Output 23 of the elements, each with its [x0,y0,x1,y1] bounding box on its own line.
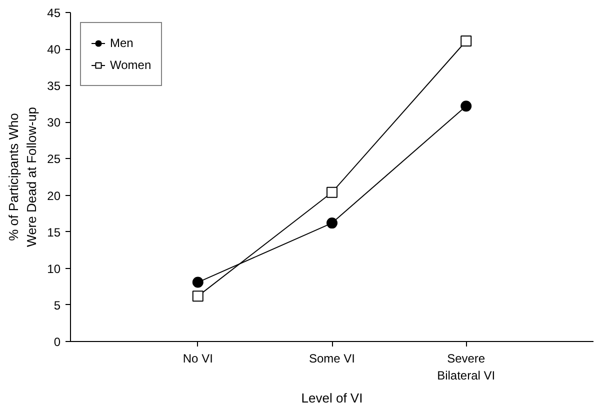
y-tick-label: 30 [47,116,61,130]
point [192,276,204,288]
x-tick-label: Some VI [308,352,356,366]
point [192,290,204,302]
y-axis-title: % of Participants Who Were Dead at Follow-up [6,107,40,247]
x-axis-title: Level of VI [301,390,363,406]
point [460,100,472,112]
point [326,218,338,229]
x-tick-label: Severe Bilateral VI [437,352,496,382]
y-tick-label: 10 [47,262,61,276]
point [326,186,338,198]
y-tick-label: 45 [47,6,61,20]
y-tick-label: 40 [47,42,61,57]
x-tick-label: No VI [182,352,213,366]
y-tick-label: 5 [54,298,61,312]
legend-label: Men [110,36,134,50]
y-tick-label: 35 [47,79,61,94]
y-tick-label: 25 [47,152,61,166]
legend-label: Women [110,58,152,72]
y-tick-label: 0 [54,335,61,349]
point [460,36,472,47]
y-tick-label: 20 [47,188,61,203]
y-tick-label: 15 [47,225,61,240]
